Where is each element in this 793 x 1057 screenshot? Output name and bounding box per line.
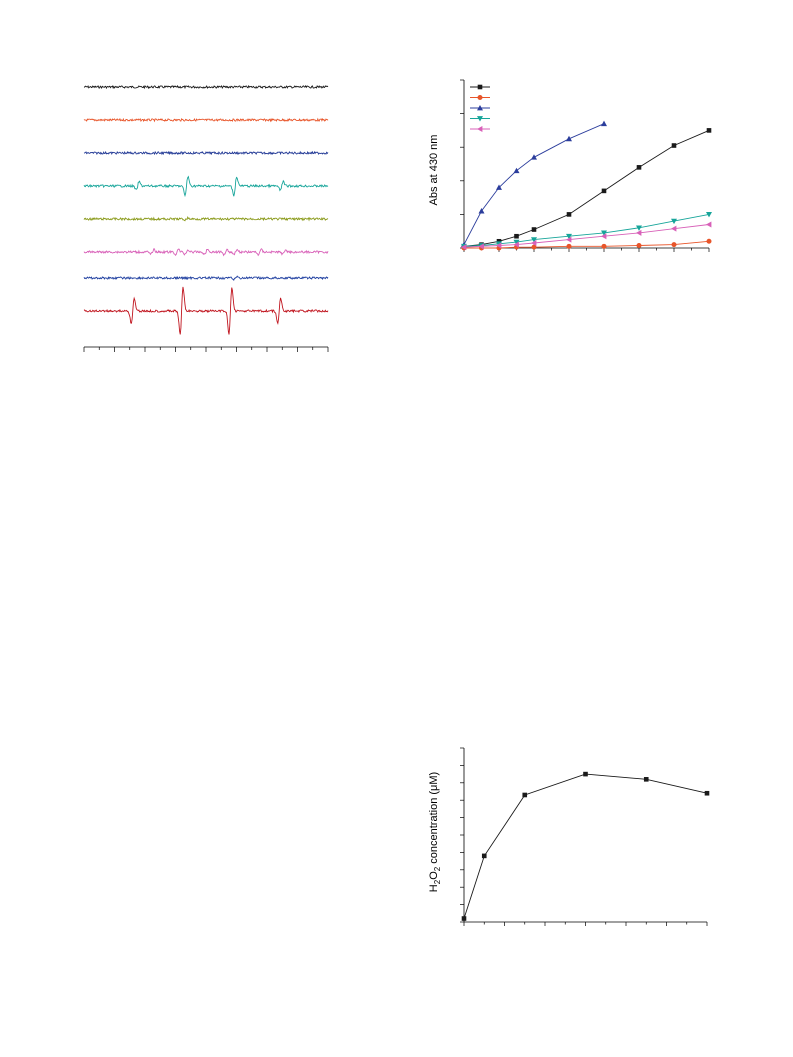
- legend-marker-2: [477, 95, 483, 100]
- data-point: [481, 853, 487, 859]
- data-point: [513, 239, 520, 246]
- data-point: [522, 792, 528, 798]
- h2o2-chart-panel: H2O2 concentration (μM): [420, 740, 720, 935]
- data-point: [566, 233, 572, 240]
- esr-spectrum-8: [83, 286, 329, 335]
- data-point: [566, 243, 572, 249]
- data-point: [671, 143, 677, 148]
- legend-marker-4: [477, 116, 483, 122]
- absorbance-chart: Abs at 430 nm: [428, 79, 712, 252]
- data-point: [513, 167, 520, 174]
- legend-marker-3: [477, 105, 483, 111]
- data-point: [531, 154, 537, 160]
- data-point: [514, 233, 519, 239]
- data-point: [671, 242, 677, 248]
- data-point: [531, 239, 537, 246]
- data-point: [636, 229, 642, 236]
- data-point: [531, 227, 537, 232]
- series-line-4: [463, 213, 710, 247]
- h2o2-y-axis-label: H2O2 concentration (μM): [428, 772, 442, 892]
- data-point: [643, 777, 649, 782]
- data-point: [636, 242, 642, 248]
- series-line-3: [463, 123, 605, 245]
- data-point: [636, 225, 642, 231]
- absorbance-chart-panel: Abs at 430 nm: [420, 70, 720, 265]
- data-point: [601, 230, 607, 236]
- data-point: [478, 243, 484, 250]
- data-point: [706, 221, 712, 228]
- data-point: [671, 225, 677, 232]
- data-point: [601, 120, 607, 127]
- data-point: [461, 916, 467, 921]
- data-point: [496, 184, 502, 190]
- legend-marker-5: [477, 126, 483, 132]
- data-point: [706, 238, 712, 244]
- esr-spectrum-6: [83, 248, 329, 257]
- data-point: [706, 212, 712, 218]
- esr-spectra-plot: [83, 84, 329, 352]
- h2o2-chart: H2O2 concentration (μM): [428, 747, 710, 926]
- data-point: [706, 128, 712, 133]
- esr-spectrum-1: [83, 84, 329, 90]
- data-point: [636, 165, 642, 170]
- data-point: [601, 188, 607, 194]
- legend-marker-1: [477, 84, 483, 90]
- data-point: [461, 244, 467, 251]
- data-point: [566, 212, 572, 217]
- data-point: [671, 218, 677, 225]
- data-point: [566, 135, 572, 142]
- series-line-1: [463, 773, 708, 919]
- series-line-5: [463, 224, 710, 248]
- data-point: [496, 242, 502, 249]
- data-point: [583, 771, 588, 777]
- data-point: [513, 241, 519, 248]
- data-point: [704, 790, 710, 796]
- esr-spectrum-4: [83, 175, 329, 198]
- data-point: [496, 238, 502, 244]
- series-line-2: [464, 240, 710, 249]
- data-point: [566, 236, 572, 243]
- data-point: [531, 237, 537, 243]
- abs-y-axis-label: Abs at 430 nm: [428, 135, 440, 206]
- data-point: [601, 233, 607, 240]
- esr-spectra-panel: [78, 70, 336, 360]
- esr-spectrum-2: [83, 117, 329, 123]
- esr-spectrum-3: [83, 150, 329, 156]
- data-point: [531, 244, 537, 250]
- esr-spectrum-7: [83, 275, 329, 282]
- series-line-1: [463, 129, 710, 247]
- data-point: [478, 208, 485, 214]
- data-point: [601, 243, 607, 249]
- esr-spectrum-5: [83, 215, 329, 222]
